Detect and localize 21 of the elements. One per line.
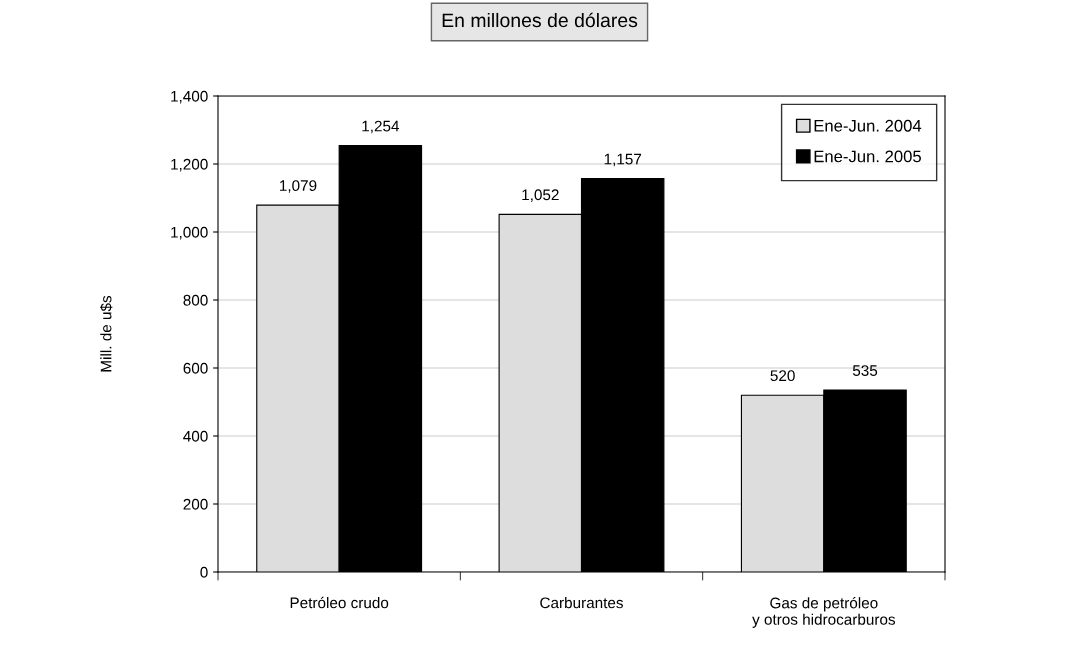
data-label: 1,052 — [522, 189, 559, 202]
y-tick-label: 800 — [183, 294, 208, 306]
y-tick-label: 200 — [183, 498, 208, 510]
y-tick-label: 1,000 — [171, 226, 208, 240]
data-label: 1,157 — [604, 153, 642, 167]
data-label: 520 — [770, 370, 795, 382]
y-axis-title: Mill. de u$s — [100, 295, 113, 372]
y-tick-label: 1,400 — [171, 90, 208, 104]
x-tick-label: Gas de petróleo y otros hidrocarburos — [752, 597, 896, 628]
x-tick-label: Petróleo crudo — [290, 596, 389, 609]
data-label: 1,079 — [280, 180, 317, 193]
y-tick-label: 400 — [183, 430, 208, 442]
data-label: 535 — [852, 365, 878, 376]
legend-label: Ene-Jun. 2004 — [814, 119, 922, 132]
x-tick-label: Carburantes — [540, 597, 623, 609]
y-tick-label: 1,200 — [171, 158, 208, 172]
data-label: 1,254 — [362, 120, 400, 134]
y-tick-label: 0 — [200, 566, 208, 578]
chart-title: En millones de dólares — [442, 12, 638, 28]
legend-label: Ene-Jun. 2005 — [814, 150, 921, 163]
y-tick-label: 600 — [183, 362, 208, 374]
